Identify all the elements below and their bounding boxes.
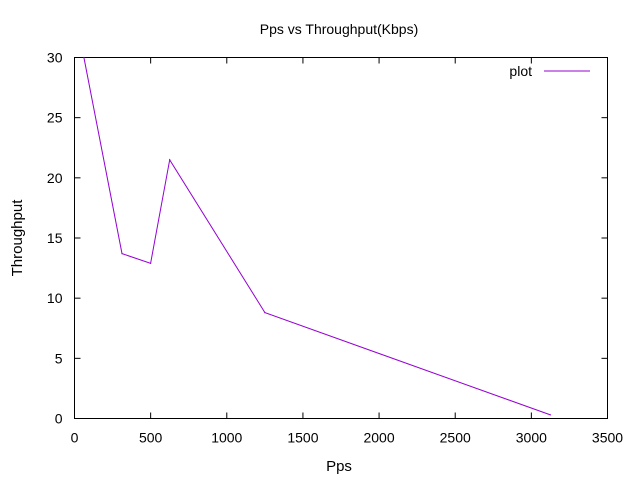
y-tick-label: 15 [47,230,63,246]
x-tick-label: 1000 [211,430,242,446]
series-line-0 [83,57,551,416]
x-tick-label: 2000 [363,430,394,446]
y-axis-label: Throughput [9,199,26,277]
y-tick-label: 0 [55,411,63,427]
data-point [264,312,266,314]
axes: 0 500 1000 1500 2000 2500 3000 3500 0 5 10 15 20 25 30 [47,50,623,446]
x-tick-label: 500 [139,430,163,446]
y-tick-label: 25 [47,110,63,126]
chart-title: Pps vs Throughput(Kbps) [260,21,419,37]
data-point [83,56,85,59]
x-axis-label: Pps [326,458,352,475]
y-tick-label: 30 [47,50,63,66]
y-tick-label: 10 [47,290,63,306]
y-tick-label: 20 [47,170,63,186]
x-tick-label: 2500 [440,430,471,446]
y-tick-label: 5 [55,350,63,366]
legend: plot [509,63,590,79]
x-tick-label: 3500 [592,430,623,446]
data-point [150,262,152,264]
data-point [169,159,171,161]
data-point [121,253,123,255]
x-tick-label: 3000 [516,430,547,446]
legend-label: plot [509,63,532,79]
x-tick-label: 0 [71,430,79,446]
data-point [549,414,551,416]
plot-area-border [74,57,608,419]
series-layer [83,56,551,416]
x-tick-label: 1500 [287,430,318,446]
